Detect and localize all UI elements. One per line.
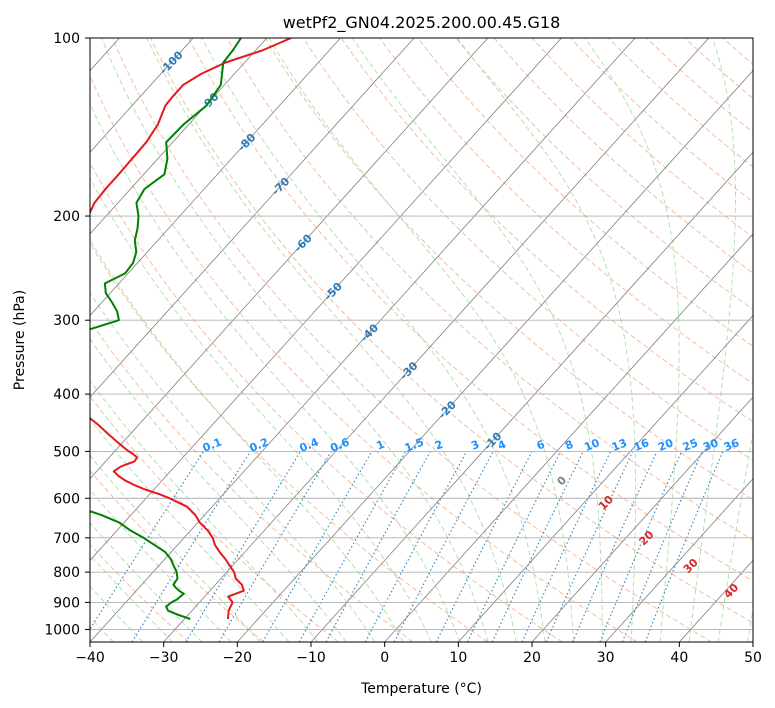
isotherm-line	[531, 396, 753, 642]
mixing-ratio-line	[435, 451, 533, 642]
isotherm-line	[90, 38, 636, 642]
mixing-ratio-label: 13	[610, 436, 629, 454]
temperature-profile-line	[90, 38, 292, 620]
x-tick-label: −20	[223, 650, 253, 666]
x-tick-label: −10	[296, 650, 326, 666]
isotherm-line	[90, 38, 268, 235]
dry-adiabat-line	[455, 38, 753, 311]
mixing-ratio-label: 1	[375, 438, 387, 453]
y-tick-label: 100	[53, 31, 80, 47]
mixing-ratio-label: 10	[582, 436, 601, 454]
moist-adiabat-line	[90, 338, 347, 642]
mixing-ratio-line	[325, 451, 431, 642]
moist-adiabat-line	[268, 38, 575, 642]
y-tick-label: 1000	[44, 622, 80, 638]
isotherm-line	[163, 38, 710, 642]
y-tick-label: 300	[53, 313, 80, 329]
moist-adiabat-line	[90, 291, 376, 642]
x-tick-label: −30	[149, 650, 179, 666]
mixing-ratio-line	[90, 451, 204, 631]
mixing-ratio-label: 3	[469, 438, 481, 453]
moist-adiabat-line	[688, 38, 736, 642]
x-tick-label: 40	[670, 650, 688, 666]
moist-adiabat-line	[351, 38, 603, 642]
mixing-ratio-line	[644, 451, 724, 642]
mixing-ratio-line	[572, 451, 658, 642]
isotherm-line	[458, 314, 753, 642]
mixing-ratio-label: 16	[632, 436, 651, 454]
mixing-ratio-label: 20	[656, 436, 675, 454]
dry-adiabat-line	[417, 38, 753, 347]
plot-frame	[89, 37, 754, 643]
dry-adiabat-line	[90, 161, 563, 642]
x-tick-label: 10	[449, 650, 467, 666]
moist-adiabat-line	[90, 379, 319, 642]
y-tick-label: 900	[53, 595, 80, 611]
x-tick-label: 20	[523, 650, 541, 666]
dry-adiabat-line	[112, 38, 712, 642]
isotherm-line	[90, 38, 194, 153]
isotherm-line	[90, 38, 489, 480]
moist-adiabats	[90, 38, 753, 642]
dry-adiabat-line	[90, 242, 488, 642]
y-tick-label: 500	[53, 444, 80, 460]
x-tick-label: 0	[380, 650, 389, 666]
isotherm-line	[90, 38, 341, 317]
mixing-ratio-line	[545, 451, 634, 642]
mixing-ratio-line	[621, 451, 703, 642]
isotherms	[90, 38, 753, 642]
axes: −40 −30 −20 −10 0 10 20 30 40 50 100 200 300 400 500 60…	[44, 31, 762, 666]
dry-adiabat-line	[340, 38, 753, 423]
mixing-ratio-label: 36	[722, 436, 741, 454]
mixing-ratio-label: 8	[563, 438, 575, 453]
isotherm-line	[90, 38, 415, 398]
x-tick-label: −40	[75, 650, 105, 666]
y-tick-label: 200	[53, 209, 80, 225]
moist-adiabat-line	[90, 522, 203, 642]
x-tick-label: 50	[744, 650, 762, 666]
dry-adiabat-line	[150, 38, 753, 624]
dewpoint-profile-line	[90, 38, 242, 620]
mixing-ratio-line	[298, 451, 407, 642]
y-tick-label: 400	[53, 387, 80, 403]
chart-title: wetPf2_GN04.2025.200.00.45.G18	[283, 13, 561, 33]
isotherm-line	[605, 478, 753, 642]
plot-area-background	[90, 38, 753, 642]
isotherm-line	[90, 38, 562, 561]
dry-adiabat-line	[90, 469, 264, 642]
profile-series	[90, 38, 292, 620]
moist-adiabat-line	[584, 38, 680, 642]
isotherm-line	[752, 641, 753, 642]
moist-adiabat-line	[90, 102, 461, 642]
moist-adiabat-line	[201, 38, 546, 642]
isotherm-line	[310, 151, 753, 642]
mixing-ratio-line	[599, 451, 683, 642]
plot-clip-group: 0.1 0.2 0.4 0.6 1 1.5 2 3 4 6 8 10 13 16 20 25 30 36-100-…	[90, 38, 753, 642]
y-tick-label: 700	[53, 531, 80, 547]
isotherm-line	[384, 233, 753, 642]
mixing-ratio-line	[364, 451, 467, 642]
moist-adiabat-line	[456, 38, 637, 642]
y-tick-label: 600	[53, 491, 80, 507]
dry-adiabat-line	[188, 38, 753, 582]
mixing-ratio-label: 25	[681, 436, 700, 454]
dry-adiabat-line	[302, 38, 753, 462]
dry-adiabat-line	[90, 74, 638, 642]
y-axis-label: Pressure (hPa)	[12, 290, 28, 390]
isotherm-line	[237, 70, 753, 642]
moist-adiabat-line	[90, 177, 432, 642]
dry-adiabat-line	[264, 38, 753, 501]
isobars	[90, 38, 753, 630]
x-axis-label: Temperature (°C)	[360, 681, 482, 697]
moist-adiabat-line	[146, 38, 517, 642]
y-tick-label: 800	[53, 565, 80, 581]
mixing-ratio-label: 30	[701, 436, 720, 454]
x-tick-label: 30	[597, 650, 615, 666]
mixing-ratio-label: 2	[433, 438, 445, 453]
